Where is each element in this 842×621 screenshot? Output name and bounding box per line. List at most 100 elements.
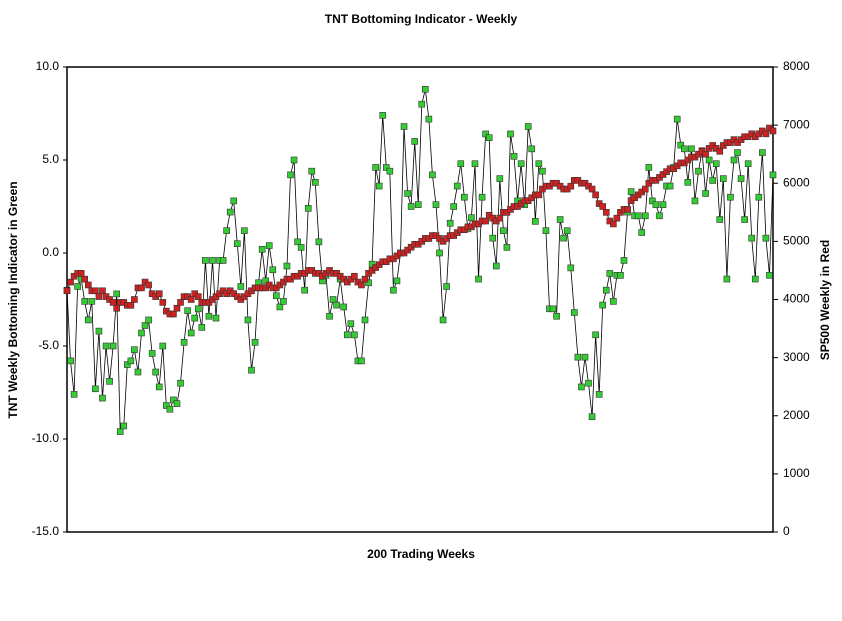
marker	[723, 275, 731, 283]
marker	[276, 303, 284, 311]
marker	[624, 206, 631, 213]
marker	[148, 350, 156, 357]
marker	[141, 322, 149, 329]
y2-tick-label: 4000	[783, 292, 810, 306]
marker	[63, 287, 71, 295]
marker	[223, 227, 230, 234]
marker	[155, 383, 163, 391]
marker	[163, 402, 170, 409]
marker	[500, 227, 507, 234]
marker	[365, 279, 372, 287]
marker	[152, 368, 159, 376]
marker	[439, 316, 447, 324]
marker	[262, 277, 269, 285]
marker	[425, 115, 433, 123]
marker	[592, 191, 599, 199]
marker	[588, 185, 596, 193]
marker	[180, 338, 188, 346]
marker	[751, 275, 759, 283]
marker	[673, 115, 681, 123]
y-tick-label: -10.0	[32, 431, 60, 445]
marker	[560, 234, 567, 242]
y-tick-label: 10.0	[36, 59, 60, 73]
marker	[177, 299, 184, 306]
marker	[588, 413, 596, 420]
marker	[230, 197, 238, 205]
marker	[400, 123, 408, 130]
marker	[191, 314, 199, 322]
marker	[759, 149, 766, 156]
marker	[177, 379, 184, 387]
marker	[450, 203, 458, 210]
y2-axis-label: SP500 Weekly in Red	[818, 240, 832, 361]
marker	[532, 218, 539, 225]
marker	[404, 190, 411, 197]
marker	[684, 179, 692, 186]
marker	[411, 138, 418, 145]
marker	[99, 287, 106, 295]
y2-tick-label: 2000	[783, 408, 810, 422]
marker	[251, 338, 259, 346]
marker	[503, 244, 511, 251]
marker	[393, 277, 401, 285]
marker	[468, 214, 475, 221]
marker	[517, 160, 525, 168]
marker	[326, 312, 333, 320]
marker	[372, 164, 379, 171]
marker	[340, 303, 348, 311]
chart-title: TNT Bottoming Indicator - Weekly	[325, 12, 518, 26]
marker	[109, 299, 117, 306]
marker	[652, 201, 660, 208]
marker	[702, 190, 709, 197]
marker	[602, 286, 610, 294]
marker	[244, 316, 252, 324]
marker	[95, 293, 103, 300]
marker	[81, 275, 89, 283]
marker	[280, 298, 287, 305]
marker	[659, 201, 667, 208]
marker	[741, 216, 748, 223]
marker	[755, 193, 763, 201]
marker	[478, 193, 486, 201]
marker	[482, 217, 489, 225]
marker	[159, 342, 167, 350]
marker	[730, 156, 738, 164]
marker	[102, 342, 110, 350]
marker	[617, 272, 624, 279]
marker	[705, 156, 713, 164]
marker	[134, 368, 142, 376]
marker	[361, 316, 369, 324]
marker	[173, 304, 181, 312]
marker	[138, 329, 145, 337]
marker	[549, 305, 557, 313]
marker	[77, 270, 85, 277]
marker	[613, 214, 621, 222]
marker	[290, 156, 298, 164]
marker	[602, 209, 610, 216]
marker	[563, 227, 571, 234]
marker	[578, 383, 585, 391]
marker	[315, 238, 323, 246]
marker	[212, 314, 220, 322]
y2-tick-label: 3000	[783, 350, 810, 364]
marker	[74, 283, 81, 290]
marker	[127, 357, 135, 365]
marker	[170, 396, 177, 404]
marker	[304, 205, 312, 212]
marker	[308, 167, 316, 175]
marker	[92, 287, 99, 295]
marker	[113, 290, 120, 298]
marker	[198, 324, 206, 331]
marker	[333, 301, 340, 309]
marker	[716, 216, 724, 223]
marker	[712, 160, 720, 168]
marker	[390, 286, 397, 294]
marker	[173, 400, 181, 407]
marker	[599, 203, 607, 210]
marker	[762, 234, 770, 242]
marker	[489, 234, 497, 242]
series-line	[66, 89, 774, 433]
marker	[106, 378, 113, 385]
marker	[482, 130, 489, 138]
